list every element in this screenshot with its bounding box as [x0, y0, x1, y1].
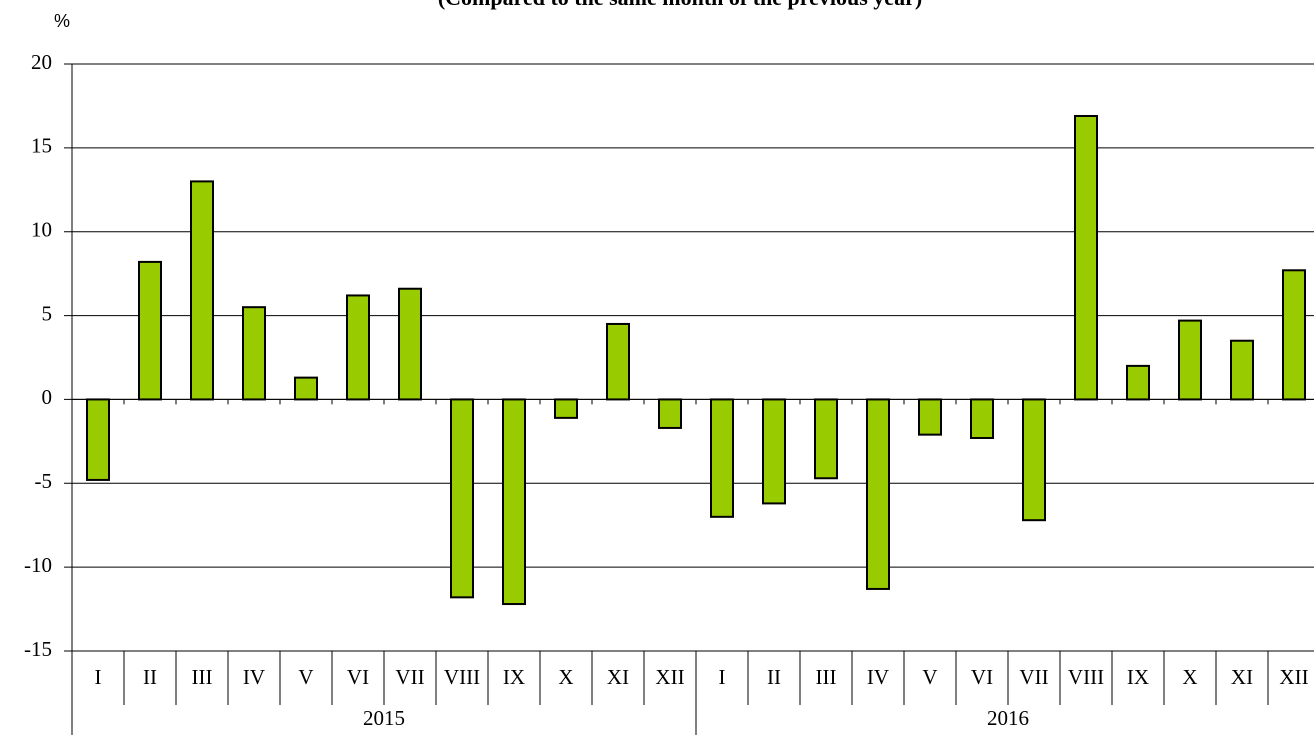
x-tick-label: VII	[1019, 665, 1048, 689]
bar	[1074, 114, 1098, 401]
bar	[450, 398, 474, 599]
x-tick-label: VI	[971, 665, 993, 689]
x-tick-label: X	[1182, 665, 1197, 689]
x-tick-label: VIII	[1068, 665, 1104, 689]
x-tick-label: I	[95, 665, 102, 689]
group-label: 2015	[363, 706, 405, 730]
chart-title: (Compared to the same month of the previ…	[438, 0, 922, 10]
x-tick-label: XII	[655, 665, 684, 689]
bar	[814, 398, 838, 480]
y-tick-label: 5	[42, 301, 53, 325]
x-tick-label: VII	[395, 665, 424, 689]
bar	[1178, 319, 1202, 401]
x-tick-label: IV	[867, 665, 889, 689]
bar	[710, 398, 734, 518]
x-tick-label: X	[558, 665, 573, 689]
bar	[1126, 364, 1150, 401]
bar	[86, 398, 110, 481]
x-tick-label: IX	[1127, 665, 1149, 689]
x-tick-label: VI	[347, 665, 369, 689]
bar	[398, 287, 422, 401]
bar	[138, 260, 162, 401]
x-tick-label: XII	[1279, 665, 1308, 689]
bar	[294, 376, 318, 401]
y-tick-label: -5	[35, 469, 53, 493]
x-tick-label: XI	[1231, 665, 1253, 689]
y-tick-label: -15	[24, 637, 52, 661]
y-tick-label: 0	[42, 385, 53, 409]
bar	[606, 322, 630, 401]
y-tick-label: -10	[24, 553, 52, 577]
x-tick-label: IX	[503, 665, 525, 689]
bar	[918, 398, 942, 436]
bar	[866, 398, 890, 590]
bar	[554, 398, 578, 419]
x-tick-label: IV	[243, 665, 265, 689]
bar	[1282, 269, 1306, 401]
y-tick-label: 15	[31, 134, 52, 158]
x-tick-label: II	[767, 665, 781, 689]
bar	[502, 398, 526, 606]
x-tick-label: III	[816, 665, 837, 689]
bar	[242, 306, 266, 401]
bar	[346, 294, 370, 401]
bar	[1230, 339, 1254, 401]
bar	[1022, 398, 1046, 522]
y-unit: %	[54, 11, 70, 31]
x-tick-label: II	[143, 665, 157, 689]
bar	[190, 180, 214, 401]
bar	[762, 398, 786, 505]
bar	[658, 398, 682, 429]
bar	[970, 398, 994, 440]
y-tick-label: 10	[31, 218, 52, 242]
x-tick-label: V	[922, 665, 937, 689]
x-tick-label: XI	[607, 665, 629, 689]
x-tick-label: I	[719, 665, 726, 689]
x-tick-label: V	[298, 665, 313, 689]
group-label: 2016	[987, 706, 1029, 730]
x-tick-label: III	[192, 665, 213, 689]
y-tick-label: 20	[31, 50, 52, 74]
x-tick-label: VIII	[444, 665, 480, 689]
